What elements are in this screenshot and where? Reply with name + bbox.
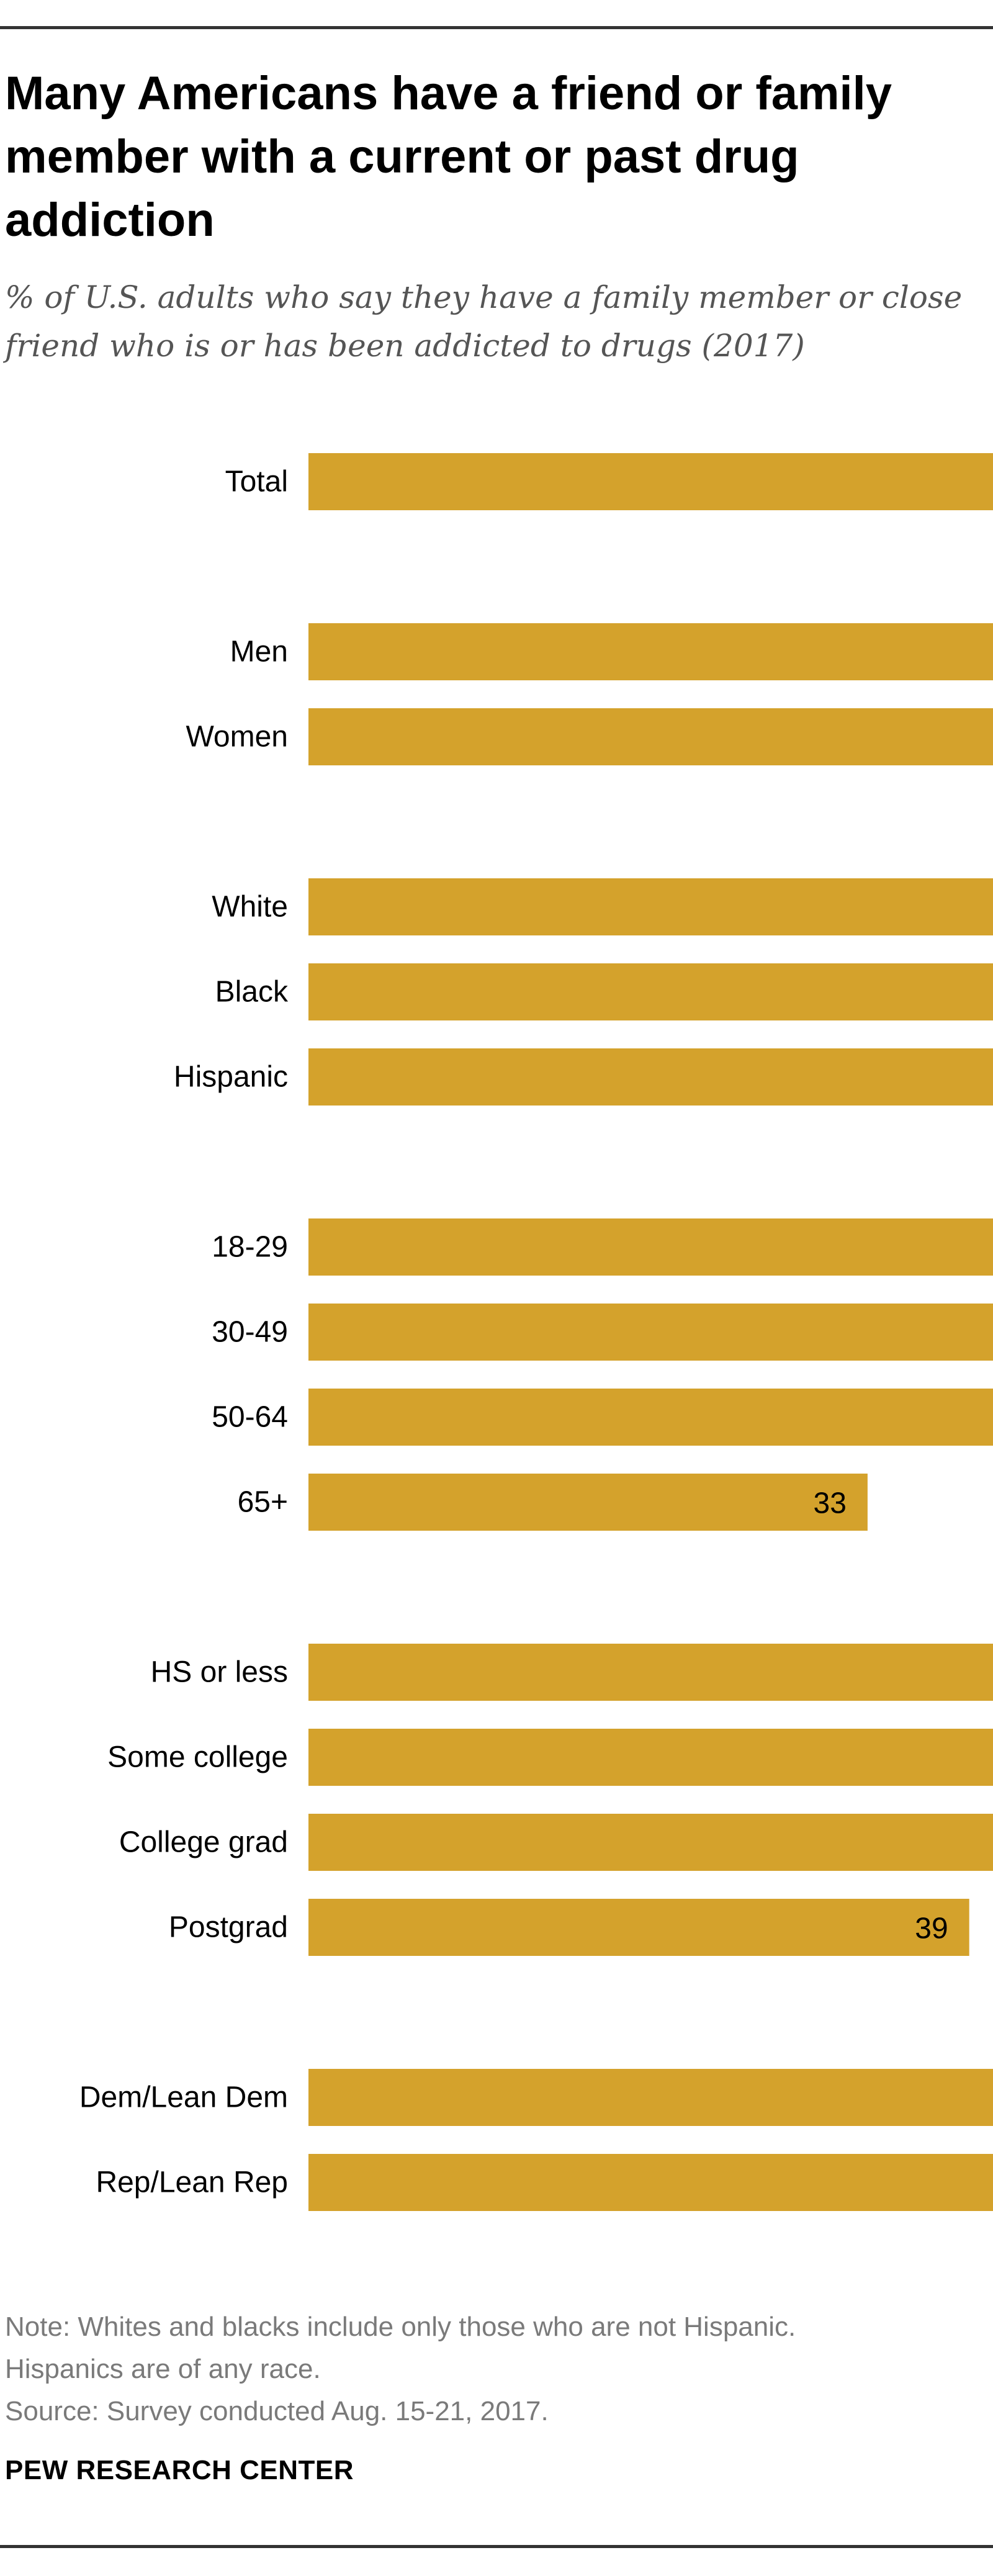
category-label: Black <box>215 976 289 1009</box>
brand-logo-text: PEW RESEARCH CENTER <box>5 2455 354 2485</box>
bar <box>308 1729 993 1786</box>
note-line: Hispanics are of any race. <box>5 2354 321 2384</box>
bar <box>308 453 993 510</box>
category-label: College grad <box>119 1826 288 1859</box>
category-label: Men <box>230 636 288 669</box>
category-label: 18-29 <box>212 1231 288 1264</box>
category-label: Rep/Lean Rep <box>96 2166 288 2199</box>
source-line: Source: Survey conducted Aug. 15-21, 201… <box>5 2396 549 2426</box>
category-label: White <box>212 891 288 924</box>
chart-title: Many Americans have a friend or family m… <box>5 67 892 246</box>
category-label: Some college <box>107 1741 288 1774</box>
bar-chart: Total46%Men46Women46White46Black52Hispan… <box>79 453 993 2211</box>
category-label: Hispanic <box>174 1061 288 1094</box>
bar <box>308 623 993 680</box>
category-label: 50-64 <box>212 1401 288 1434</box>
top-rule <box>0 26 993 29</box>
value-label: 39 <box>915 1912 948 1945</box>
bar <box>308 1814 993 1871</box>
bar <box>308 1644 993 1701</box>
category-label: Total <box>225 466 288 498</box>
bar <box>308 963 993 1020</box>
bar <box>308 1474 868 1531</box>
category-label: Dem/Lean Dem <box>79 2081 288 2114</box>
category-label: Postgrad <box>169 1911 288 1944</box>
bar <box>308 708 993 765</box>
bar <box>308 1048 993 1106</box>
bar <box>308 2154 993 2211</box>
category-label: 30-49 <box>212 1316 288 1349</box>
bar <box>308 1899 969 1956</box>
bar <box>308 1218 993 1276</box>
category-label: HS or less <box>151 1656 288 1689</box>
bottom-rule <box>0 2545 993 2548</box>
bar <box>308 1389 993 1446</box>
bar <box>308 2069 993 2126</box>
category-label: 65+ <box>238 1486 288 1519</box>
bar <box>308 1304 993 1361</box>
value-label: 33 <box>814 1487 847 1520</box>
chart-notes: Note: Whites and blacks include only tho… <box>5 2306 986 2433</box>
chart-subtitle: % of U.S. adults who say they have a fam… <box>5 279 963 364</box>
note-line: Note: Whites and blacks include only tho… <box>5 2312 796 2342</box>
bar <box>308 878 993 935</box>
category-label: Women <box>186 721 288 754</box>
